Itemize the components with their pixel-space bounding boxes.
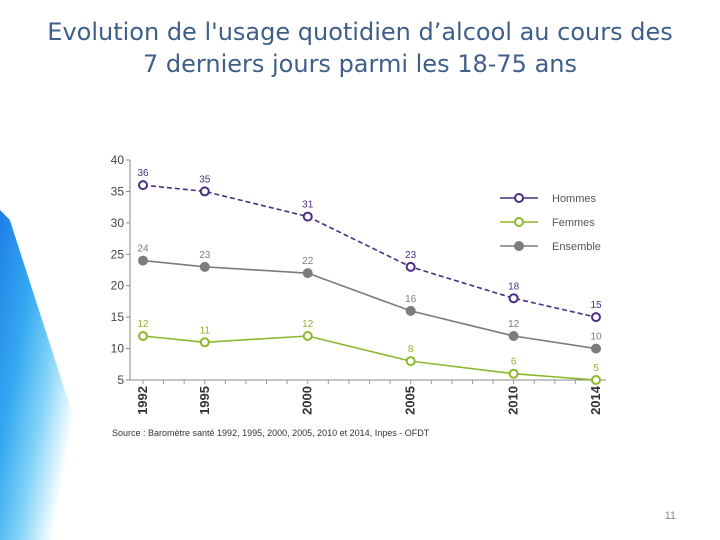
legend-marker-femmes (514, 217, 524, 227)
x-tick-label: 2010 (506, 386, 521, 415)
data-label-ensemble: 12 (508, 319, 520, 330)
data-label-ensemble: 24 (137, 244, 149, 255)
x-tick-label: 1995 (197, 386, 212, 415)
x-tick-label: 1992 (135, 386, 150, 415)
data-point-ensemble (199, 261, 210, 272)
data-label-femmes: 11 (200, 325, 211, 336)
data-point-femmes (138, 331, 148, 341)
data-point-femmes (405, 356, 416, 367)
legend-marker-ensemble (514, 241, 524, 251)
y-tick-label: 35 (111, 184, 125, 198)
data-point-ensemble (138, 255, 148, 266)
x-tick-label: 2014 (588, 385, 603, 415)
data-label-hommes: 15 (590, 300, 602, 311)
data-point-ensemble (508, 331, 519, 341)
data-point-hommes (508, 293, 519, 304)
data-point-femmes (508, 368, 519, 379)
data-point-hommes (199, 186, 210, 197)
legend-label-hommes: Hommes (552, 193, 597, 205)
y-tick-label: 15 (111, 310, 125, 324)
data-point-femmes (591, 375, 601, 385)
data-label-femmes: 8 (408, 344, 414, 355)
data-label-ensemble: 23 (199, 250, 211, 261)
y-tick-label: 25 (111, 247, 125, 261)
y-tick-label: 10 (111, 342, 125, 356)
data-label-hommes: 36 (137, 168, 149, 179)
data-label-ensemble: 16 (405, 294, 417, 305)
data-label-femmes: 6 (511, 357, 517, 368)
legend-label-femmes: Femmes (552, 217, 595, 229)
x-tick-label: 2000 (300, 386, 315, 415)
data-label-hommes: 23 (405, 250, 417, 261)
data-label-femmes: 12 (302, 319, 314, 330)
data-point-femmes (199, 337, 210, 348)
data-point-hommes (138, 180, 148, 191)
y-tick-label: 40 (111, 153, 125, 167)
data-label-ensemble: 10 (590, 332, 602, 343)
data-label-femmes: 12 (137, 319, 149, 330)
y-tick-label: 20 (111, 279, 125, 293)
y-tick-label: 5 (117, 373, 124, 387)
data-label-ensemble: 22 (302, 256, 314, 267)
series-line-hommes (142, 184, 597, 318)
data-point-ensemble (591, 343, 601, 354)
series-line-ensemble (142, 259, 597, 350)
slide-title: Evolution de l'usage quotidien d’alcool … (47, 18, 673, 78)
y-tick-label: 30 (111, 216, 125, 230)
legend-label-ensemble: Ensemble (552, 241, 601, 253)
data-label-femmes: 5 (593, 363, 599, 374)
data-point-femmes (302, 331, 313, 341)
data-label-hommes: 31 (302, 200, 314, 211)
data-point-ensemble (302, 268, 313, 279)
data-point-hommes (591, 312, 601, 323)
legend-marker-hommes (514, 193, 524, 203)
data-label-hommes: 35 (199, 174, 211, 185)
chart-source: Source : Baromètre santé 1992, 1995, 200… (112, 428, 430, 438)
page-number: 11 (664, 510, 676, 522)
data-point-hommes (302, 211, 313, 222)
series-line-femmes (142, 335, 597, 381)
data-point-hommes (405, 261, 416, 272)
data-label-hommes: 18 (508, 281, 520, 292)
data-point-ensemble (405, 305, 416, 316)
x-tick-label: 2005 (403, 386, 418, 415)
